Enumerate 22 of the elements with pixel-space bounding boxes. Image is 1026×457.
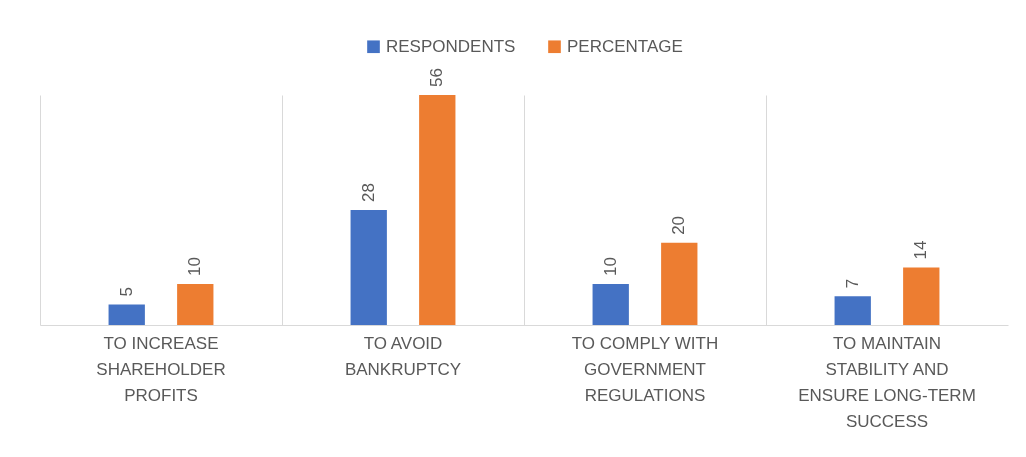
data-label: 20 <box>669 215 689 235</box>
data-label: 7 <box>842 278 862 289</box>
bar <box>661 242 698 325</box>
x-tick-label: TO INCREASE SHAREHOLDER PROFITS <box>96 333 226 405</box>
legend-label: PERCENTAGE <box>567 36 683 56</box>
data-label: 56 <box>427 68 447 87</box>
bar <box>592 283 629 325</box>
legend-label: RESPONDENTS <box>386 36 516 56</box>
bar <box>903 267 940 325</box>
data-label: 28 <box>358 183 378 202</box>
x-tick-label: TO AVOID BANKRUPTCY <box>344 333 462 379</box>
bar <box>177 283 214 325</box>
bar <box>834 296 871 325</box>
data-label: 10 <box>600 257 620 276</box>
data-label: 5 <box>116 287 136 297</box>
bar <box>419 95 456 325</box>
data-label: 10 <box>185 257 205 276</box>
bar <box>350 210 387 325</box>
bar <box>108 304 145 325</box>
data-label: 14 <box>911 240 931 260</box>
x-tick-label: TO MAINTAIN STABILITY AND ENSURE LONG-TERM SUCCESS <box>798 333 976 431</box>
x-tick-label: TO COMPLY WITH GOVERNMENT REGULATIONS <box>571 333 719 405</box>
